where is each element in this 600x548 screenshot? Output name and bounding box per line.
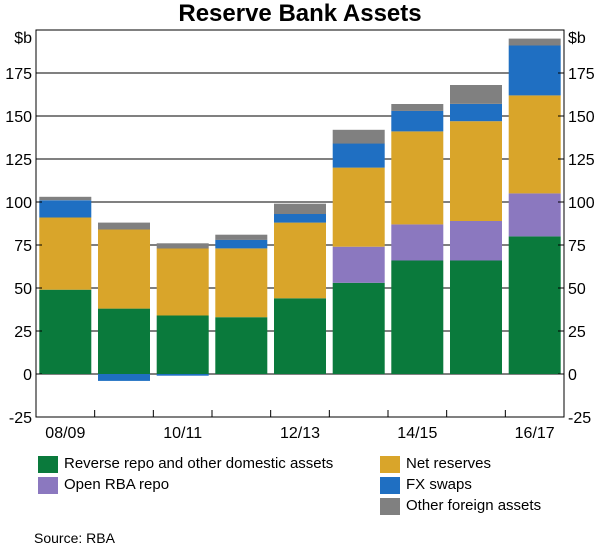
bar-09-10-series-4 [98,222,150,230]
bar-08-09-series-0 [39,289,92,374]
chart-title: Reserve Bank Assets [178,0,422,27]
legend-swatch [38,455,58,473]
bar-10-11-series-4 [156,243,209,249]
legend-label: Other foreign assets [406,497,542,514]
bar-16-17-series-0 [508,236,561,374]
y-tick-label-right: 50 [568,281,586,298]
bar-09-10-series-3 [98,374,150,381]
bar-11-12-series-3 [215,239,268,249]
bar-08-09-series-3 [39,200,92,218]
bar-11-12-series-2 [215,248,268,318]
bar-10-11-series-2 [156,248,209,316]
bars [39,38,561,381]
bar-10-11-series-0 [156,315,209,374]
y-tick-label-right: 125 [568,152,595,169]
bar-12-13-series-2 [274,222,326,299]
legend-label: FX swaps [406,476,472,493]
bar-15-16-series-3 [450,104,502,122]
bar-15-16-series-1 [450,220,502,261]
bar-08-09-series-2 [39,217,92,290]
legend-label: Open RBA repo [64,476,170,493]
bar-13-14-series-1 [332,246,385,283]
bar-09-10-series-0 [98,308,150,374]
y-tick-label-left: 100 [5,195,32,212]
y-tick-label-left: 175 [5,66,32,83]
bar-14-15-series-4 [391,104,444,111]
axes: -25 -25 0 0 25 25 50 50 75 75 100 100 125 125 150 150 17… [5,66,595,442]
bar-12-13-series-0 [274,298,326,374]
legend-item-reverse-repo: Reverse repo and other domestic assets [38,454,333,474]
x-tick-label: 12/13 [280,425,320,442]
legend-label: Net reserves [406,455,492,472]
bar-14-15-series-1 [391,224,444,261]
bar-14-15-series-3 [391,110,444,132]
legend-item-net-reserves: Net reserves [380,454,491,474]
bar-12-13-series-4 [274,203,326,214]
y-tick-label-left: 25 [14,324,32,341]
bar-13-14-series-3 [332,143,385,168]
y-tick-label-right: 100 [568,195,595,212]
legend-item-fx-swaps: FX swaps [380,475,472,495]
bar-14-15-series-2 [391,131,444,225]
y-tick-label-left: 125 [5,152,32,169]
source-note: Source: RBA [34,530,115,546]
x-tick-label: 16/17 [515,425,555,442]
y-tick-label-left: 50 [14,281,32,298]
bar-11-12-series-4 [215,234,268,240]
legend-label: Reverse repo and other domestic assets [64,455,334,472]
legend-swatch [380,455,400,473]
legend-swatch [380,476,400,494]
bar-15-16-series-2 [450,121,502,221]
y-tick-label-left: 75 [14,238,32,255]
bar-13-14-series-4 [332,129,385,144]
y-axis-unit-right: $b [568,30,586,47]
bar-11-12-series-0 [215,317,268,374]
y-tick-label-right: 0 [568,367,577,384]
legend-item-other-foreign-assets: Other foreign assets [380,496,541,516]
bar-15-16-series-4 [450,85,502,104]
y-tick-label-left: 0 [23,367,32,384]
bar-13-14-series-0 [332,282,385,374]
y-tick-label-left: -25 [9,410,32,427]
bar-15-16-series-0 [450,260,502,374]
bar-16-17-series-3 [508,45,561,96]
y-tick-label-right: 25 [568,324,586,341]
bar-10-11-series-3 [156,374,209,376]
bar-08-09-series-4 [39,196,92,201]
y-tick-label-right: 75 [568,238,586,255]
bar-09-10-series-2 [98,229,150,309]
legend-swatch [38,476,58,494]
y-tick-label-left: 150 [5,109,32,126]
bar-16-17-series-4 [508,38,561,46]
legend-item-open-rba-repo: Open RBA repo [38,475,169,495]
x-tick-label: 08/09 [45,425,85,442]
y-tick-label-right: -25 [568,410,591,427]
y-tick-label-right: 175 [568,66,595,83]
x-tick-label: 10/11 [163,425,202,442]
bar-14-15-series-0 [391,260,444,374]
legend: Reverse repo and other domestic assets O… [38,454,578,524]
y-tick-label-right: 150 [568,109,595,126]
bar-13-14-series-2 [332,167,385,247]
bar-16-17-series-2 [508,95,561,194]
x-tick-label: 14/15 [397,425,437,442]
bar-12-13-series-3 [274,214,326,223]
bar-16-17-series-1 [508,193,561,237]
y-axis-unit-left: $b [14,30,32,47]
legend-swatch [380,497,400,515]
